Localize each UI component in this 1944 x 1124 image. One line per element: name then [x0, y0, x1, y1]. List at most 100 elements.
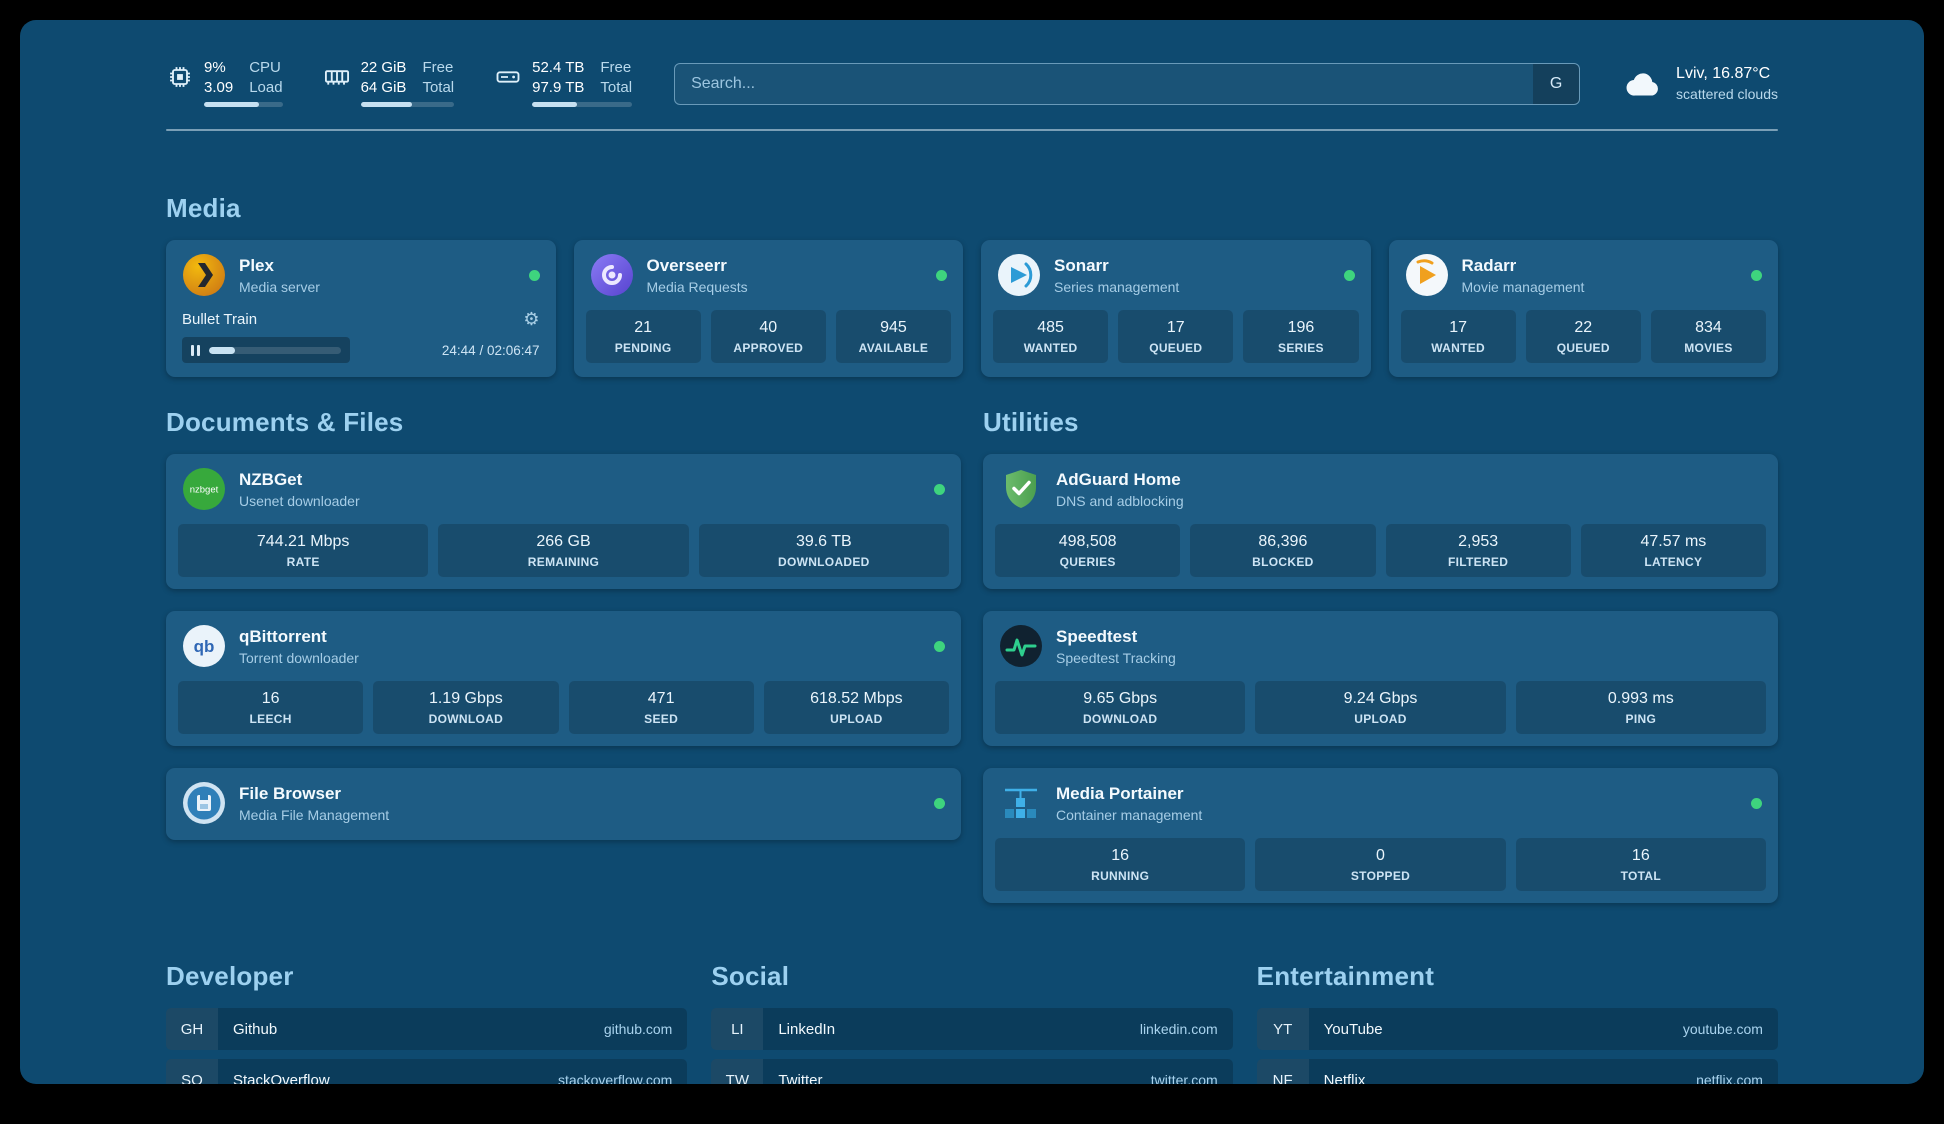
- service-card-speedtest[interactable]: Speedtest Speedtest Tracking 9.65 Gbps D…: [983, 611, 1778, 746]
- bookmark-linkedin[interactable]: LI LinkedIn linkedin.com: [711, 1008, 1233, 1050]
- disk-icon: [494, 63, 522, 91]
- bookmark-stackoverflow[interactable]: SO StackOverflow stackoverflow.com: [166, 1059, 688, 1085]
- stat-value: 618.52 Mbps: [810, 690, 903, 707]
- status-dot: [528, 269, 540, 281]
- stat-value: 86,396: [1258, 533, 1308, 550]
- stat-tile: 40 APPROVED: [710, 310, 826, 363]
- service-subtitle: Usenet downloader: [239, 492, 360, 509]
- bookmark-abbr: YT: [1256, 1008, 1309, 1050]
- stat-label: AVAILABLE: [858, 341, 929, 355]
- stat-tile: 618.52 Mbps UPLOAD: [763, 681, 949, 734]
- cpu-icon: [166, 63, 194, 91]
- documents-column: Documents & Files nzbget: [166, 377, 961, 903]
- service-name: Speedtest: [1056, 626, 1138, 646]
- bookmark-name: YouTube: [1323, 1020, 1383, 1038]
- stat-tile: 16 TOTAL: [1515, 838, 1766, 891]
- stat-label: WANTED: [1023, 341, 1078, 355]
- utilities-column: Utilities: [983, 377, 1778, 903]
- stat-value: 17: [1166, 319, 1185, 336]
- stat-value: 485: [1037, 319, 1064, 336]
- stat-tile: 47.57 ms LATENCY: [1580, 524, 1766, 577]
- stat-label: BLOCKED: [1252, 555, 1314, 569]
- section-title-entertainment: Entertainment: [1256, 961, 1435, 991]
- bookmark-youtube[interactable]: YT YouTube youtube.com: [1256, 1008, 1778, 1050]
- weather-condition: scattered clouds: [1676, 86, 1778, 102]
- bookmark-abbr: TW: [711, 1059, 764, 1084]
- nzbget-icon: nzbget: [182, 467, 226, 511]
- bookmark-github[interactable]: GH Github github.com: [166, 1008, 688, 1050]
- service-card-qbittorrent[interactable]: qb qBittorrent Torrent downloader: [166, 611, 961, 746]
- now-playing-title: Bullet Train: [182, 310, 258, 328]
- stat-label: DOWNLOAD: [1082, 712, 1158, 726]
- service-card-nzbget[interactable]: nzbget NZBGet Usenet downloader 74: [166, 454, 961, 589]
- stat-tile: 744.21 Mbps RATE: [178, 524, 429, 577]
- sonarr-icon: [997, 253, 1041, 297]
- bookmark-url: linkedin.com: [1139, 1021, 1218, 1037]
- bookmark-twitter[interactable]: TW Twitter twitter.com: [711, 1059, 1233, 1084]
- disk-free-label: Free: [600, 59, 632, 76]
- memory-widget: 22 GiB 64 GiB Free Total: [323, 59, 455, 107]
- memory-free-label: Free: [422, 59, 454, 76]
- qbittorrent-icon: qb: [182, 624, 226, 668]
- disk-free-value: 52.4 TB: [532, 59, 585, 76]
- status-dot: [934, 797, 945, 809]
- search-provider-button[interactable]: G: [1533, 63, 1580, 104]
- stat-tile: 266 GB REMAINING: [438, 524, 689, 577]
- service-card-overseerr[interactable]: Overseerr Media Requests 21 PENDING 40 A…: [573, 240, 963, 377]
- stat-label: DOWNLOAD: [428, 712, 504, 726]
- bookmark-abbr: SO: [166, 1059, 218, 1084]
- stat-label: RUNNING: [1091, 869, 1150, 883]
- memory-total-value: 64 GiB: [360, 78, 407, 96]
- speedtest-icon: [999, 624, 1043, 668]
- bookmark-name: Github: [233, 1020, 278, 1038]
- memory-total-label: Total: [422, 78, 455, 96]
- media-card-grid: Plex Media server Bullet Train ⚙: [166, 240, 1778, 377]
- service-card-sonarr[interactable]: Sonarr Series management 485 WANTED 17 Q…: [981, 240, 1371, 377]
- stat-value: 945: [880, 319, 907, 336]
- stat-value: 9.65 Gbps: [1083, 690, 1158, 707]
- service-subtitle: Torrent downloader: [239, 649, 359, 666]
- stat-value: 0.993 ms: [1607, 690, 1674, 707]
- stat-tile: 196 SERIES: [1243, 310, 1359, 363]
- section-title-media: Media: [166, 193, 241, 223]
- service-name: qBittorrent: [239, 626, 327, 646]
- stat-label: FILTERED: [1448, 555, 1509, 569]
- stat-tile: 0 STOPPED: [1255, 838, 1506, 891]
- topbar: 9% 3.09 CPU Load: [166, 59, 1778, 107]
- stat-value: 39.6 TB: [795, 533, 852, 550]
- service-card-adguard[interactable]: AdGuard Home DNS and adblocking 498,508 …: [983, 454, 1778, 589]
- portainer-icon: [999, 781, 1043, 825]
- stat-tile: 471 SEED: [568, 681, 754, 734]
- stat-label: SERIES: [1278, 341, 1324, 355]
- bookmark-netflix[interactable]: NF Netflix netflix.com: [1256, 1059, 1778, 1085]
- stat-label: STOPPED: [1350, 869, 1411, 883]
- service-card-radarr[interactable]: Radarr Movie management 17 WANTED 22 QUE…: [1388, 240, 1778, 377]
- cpu-load-label: Load: [249, 78, 283, 96]
- stat-label: LATENCY: [1644, 555, 1703, 569]
- stat-value: 266 GB: [536, 533, 591, 550]
- stat-tile: 39.6 TB DOWNLOADED: [698, 524, 949, 577]
- gear-icon[interactable]: ⚙: [523, 309, 540, 329]
- bookmark-name: StackOverflow: [233, 1071, 330, 1085]
- cpu-usage-value: 9%: [204, 59, 226, 76]
- weather-location: Lviv, 16.87°C: [1676, 65, 1771, 82]
- service-card-filebrowser[interactable]: File Browser Media File Management: [166, 768, 961, 840]
- search-input[interactable]: [675, 63, 1534, 104]
- stat-value: 47.57 ms: [1640, 533, 1707, 550]
- stat-tile: 22 QUEUED: [1525, 310, 1641, 363]
- adguard-icon: [999, 467, 1043, 511]
- stat-label: QUERIES: [1059, 555, 1116, 569]
- pause-icon[interactable]: [191, 344, 200, 356]
- stat-tile: 834 MOVIES: [1650, 310, 1767, 363]
- stat-label: QUEUED: [1149, 341, 1203, 355]
- service-card-portainer[interactable]: Media Portainer Container management 16 …: [983, 768, 1778, 903]
- service-subtitle: Media Requests: [646, 278, 748, 295]
- service-subtitle: DNS and adblocking: [1056, 492, 1184, 509]
- service-name: Overseerr: [646, 255, 727, 275]
- stat-value: 196: [1287, 319, 1315, 336]
- service-subtitle: Container management: [1056, 806, 1203, 823]
- service-card-plex[interactable]: Plex Media server Bullet Train ⚙: [166, 240, 556, 377]
- bookmark-name: Netflix: [1323, 1071, 1366, 1085]
- svg-text:nzbget: nzbget: [190, 485, 219, 496]
- stat-tile: 9.24 Gbps UPLOAD: [1255, 681, 1506, 734]
